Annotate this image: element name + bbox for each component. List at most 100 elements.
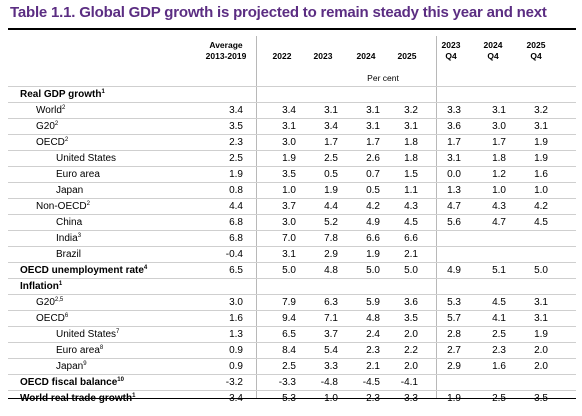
table-cell: 3.6 (404, 297, 418, 308)
table-cell: 5.1 (492, 265, 506, 276)
footnote-marker: 2 (54, 121, 59, 127)
table-cell: 0.0 (447, 169, 461, 180)
table-cell: 2.5 (324, 153, 338, 164)
row-label: Non-OECD2 (36, 200, 90, 213)
column-header: 2025 Q4 (506, 40, 566, 62)
table-row: United States 2.5 1.9 2.5 2.6 1.8 3.1 1.8 1.9 (8, 150, 576, 166)
table-cell: 3.0 (492, 121, 506, 132)
row-label-text: Non-OECD (36, 201, 87, 212)
table-cell: 5.0 (404, 265, 418, 276)
table-cell: 1.8 (404, 137, 418, 148)
row-label: OECD2 (36, 136, 68, 149)
table-cell: 2.0 (534, 361, 548, 372)
table-cell: 4.4 (229, 201, 243, 212)
table-cell: 0.9 (229, 361, 243, 372)
footnote-marker: 1 (132, 393, 136, 399)
row-label-text: World (36, 105, 62, 116)
table-cell: 3.3 (324, 361, 338, 372)
row-label-text: OECD unemployment rate (20, 265, 144, 276)
table-cell: 5.4 (324, 345, 338, 356)
column-header-line1: 2024 (483, 40, 503, 50)
table-cell: 5.7 (447, 313, 461, 324)
row-label: Japan (56, 184, 83, 197)
row-label-text: OECD (36, 137, 65, 148)
table-cell: 5.0 (366, 265, 380, 276)
table-row: OECD unemployment rate4 6.5 5.0 4.8 5.0 5.0 4.… (8, 262, 576, 278)
table-cell: 8.4 (282, 345, 296, 356)
table-row: World2 3.4 3.4 3.1 3.1 3.2 3.3 3.1 3.2 (8, 102, 576, 118)
table-cell: 2.5 (282, 361, 296, 372)
row-label-text: Euro area (56, 169, 100, 180)
table-cell: 3.0 (229, 297, 243, 308)
footnote-marker: 2 (86, 201, 90, 207)
row-label: Euro area (56, 168, 100, 181)
table-cell: 3.2 (534, 105, 548, 116)
footnote-marker: 2 (61, 105, 66, 111)
row-label: Brazil (56, 248, 81, 261)
table-cell: 1.3 (447, 185, 461, 196)
row-label: Inflation1 (20, 280, 62, 293)
table-cell: 1.9 (324, 185, 338, 196)
table-cell: 5.0 (534, 265, 548, 276)
table-title: Table 1.1. Global GDP growth is projecte… (10, 4, 547, 21)
column-header: 2023 (293, 40, 353, 62)
row-label: OECD6 (36, 312, 68, 325)
table-cell: 3.0 (282, 217, 296, 228)
row-label-text: China (56, 217, 83, 228)
table-cell: 5.9 (366, 297, 380, 308)
column-header-line2: 2025 (397, 51, 417, 61)
table-row: United States7 1.3 6.5 3.7 2.4 2.0 2.8 2.5 1.9 (8, 326, 576, 342)
table-cell: -4.1 (400, 377, 418, 388)
table-cell: 4.1 (492, 313, 506, 324)
table-cell: 2.3 (229, 137, 243, 148)
table-cell: 0.7 (366, 169, 380, 180)
table-cell: 6.8 (229, 233, 243, 244)
table-cell: 4.2 (534, 201, 548, 212)
table-cell: -3.2 (225, 377, 243, 388)
row-label: India3 (56, 232, 81, 245)
table-row: Real GDP growth1 (8, 86, 576, 102)
table-cell: 9.4 (282, 313, 296, 324)
table-cell: 2.4 (366, 329, 380, 340)
table-cell: 3.1 (366, 105, 380, 116)
table-cell: 2.3 (366, 345, 380, 356)
table-cell: 0.8 (229, 185, 243, 196)
table-cell: -4.8 (320, 377, 338, 388)
table-cell: 4.7 (447, 201, 461, 212)
table-cell: -3.3 (278, 377, 296, 388)
column-header-line2: Q4 (445, 51, 457, 61)
top-rule (8, 28, 576, 30)
table-cell: 2.9 (324, 249, 338, 260)
column-header-line2: Q4 (530, 51, 542, 61)
row-label: Euro area8 (56, 344, 103, 357)
footnote-marker: 1 (58, 281, 63, 287)
table-cell: 3.1 (404, 121, 418, 132)
table-cell: 4.2 (366, 201, 380, 212)
table-cell: 6.6 (404, 233, 418, 244)
table-cell: -4.5 (362, 377, 380, 388)
row-label-text: United States (56, 153, 117, 164)
table-cell: 2.0 (404, 361, 418, 372)
table-cell: 3.7 (282, 201, 296, 212)
table-cell: 1.2 (492, 169, 506, 180)
table-cell: 4.3 (404, 201, 418, 212)
table-cell: 2.0 (404, 329, 418, 340)
table-cell: 3.2 (404, 105, 418, 116)
table-cell: -0.4 (225, 249, 243, 260)
unit-label: Per cent (367, 73, 399, 83)
column-header-line2: 2024 (356, 51, 376, 61)
table-row: OECD fiscal balance10 -3.2 -3.3 -4.8 -4.5 -4.… (8, 374, 576, 390)
table-cell: 1.9 (229, 169, 243, 180)
row-label-text: Japan (56, 361, 84, 372)
table-cell: 3.1 (492, 105, 506, 116)
table-row: India3 6.8 7.0 7.8 6.6 6.6 (8, 230, 576, 246)
table-cell: 6.5 (229, 265, 243, 276)
table-cell: 4.5 (534, 217, 548, 228)
table-row: Non-OECD2 4.4 3.7 4.4 4.2 4.3 4.7 4.3 4.2 (8, 198, 576, 214)
table-cell: 2.8 (447, 329, 461, 340)
table-cell: 6.6 (366, 233, 380, 244)
table-cell: 1.9 (534, 137, 548, 148)
row-label: OECD fiscal balance10 (20, 376, 124, 389)
column-separator (256, 36, 257, 398)
table-cell: 0.9 (229, 345, 243, 356)
